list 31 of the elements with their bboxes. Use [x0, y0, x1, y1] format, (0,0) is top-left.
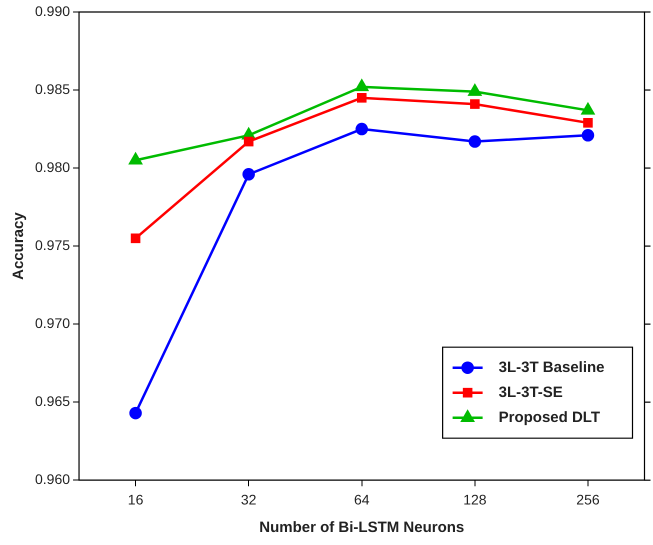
y-axis-title: Accuracy	[10, 212, 28, 280]
point	[356, 93, 367, 103]
point	[356, 122, 368, 136]
x-tick-label: 16	[128, 491, 144, 508]
point	[242, 168, 255, 181]
legend-label: 3L-3T-SE	[498, 384, 563, 401]
point	[582, 103, 594, 115]
point	[470, 99, 480, 109]
x-axis-title: Number of Bi-LSTM Neurons	[259, 519, 464, 536]
x-tick-label: 128	[463, 491, 487, 508]
point	[130, 234, 140, 244]
point	[468, 84, 482, 96]
x-tick-label: 32	[240, 491, 257, 508]
y-tick-label: 0.960	[34, 471, 70, 488]
y-tick-label: 0.965	[34, 393, 70, 410]
y-tick-label: 0.970	[34, 314, 70, 331]
x-tick-label: 256	[576, 491, 600, 508]
legend-label: 3L-3T Baseline	[498, 358, 605, 376]
point	[582, 129, 594, 142]
point	[129, 153, 142, 165]
y-tick-label: 0.980	[34, 158, 70, 175]
y-tick-label: 0.975	[34, 236, 70, 253]
point	[355, 80, 368, 92]
point	[468, 135, 482, 148]
point	[129, 406, 142, 420]
x-tick-label: 64	[354, 491, 370, 508]
legend-label: Proposed DLT	[498, 408, 600, 426]
point	[244, 136, 254, 146]
point	[583, 118, 593, 128]
y-tick-label: 0.990	[34, 2, 70, 19]
y-tick-label: 0.985	[34, 80, 70, 97]
